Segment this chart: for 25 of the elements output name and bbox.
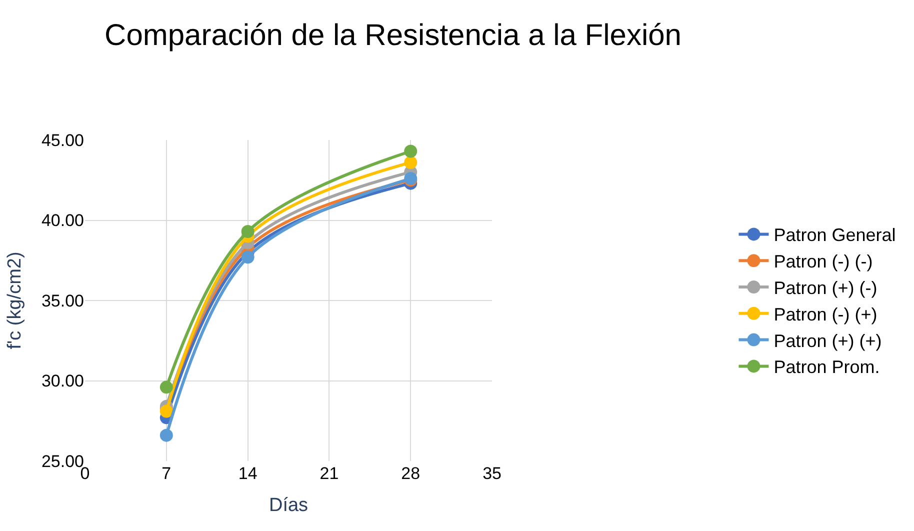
legend-label: Patron (-) (+) [774, 304, 878, 324]
legend-label: Patron Prom. [774, 357, 880, 378]
y-tick-label: 30.00 [41, 372, 84, 391]
y-tick-label: 35.00 [41, 291, 84, 310]
point [241, 250, 254, 264]
legend-label: Patron General [774, 225, 896, 246]
x-tick-label: 28 [401, 464, 420, 483]
point [241, 224, 254, 238]
x-tick-label: 14 [238, 464, 258, 483]
y-tick-label: 40.00 [41, 211, 84, 230]
chart-title: Comparación de la Resistencia a la Flexión [104, 18, 682, 52]
point [404, 156, 418, 169]
legend-label: Patron (+) (-) [774, 278, 878, 298]
point [404, 144, 418, 158]
point [160, 428, 173, 442]
point [160, 404, 173, 418]
x-tick-label: 21 [320, 464, 339, 483]
x-tick-label: 7 [162, 464, 172, 483]
x-axis-title: Días [268, 494, 308, 516]
legend-label: Patron (+) (+) [774, 330, 882, 351]
y-tick-label: 45.00 [41, 130, 84, 150]
x-tick-label: 35 [482, 464, 502, 483]
point [160, 380, 173, 394]
legend-label: Patron (-) (-) [774, 252, 873, 272]
y-axis-title: f'c (kg/cm2) [4, 252, 26, 350]
